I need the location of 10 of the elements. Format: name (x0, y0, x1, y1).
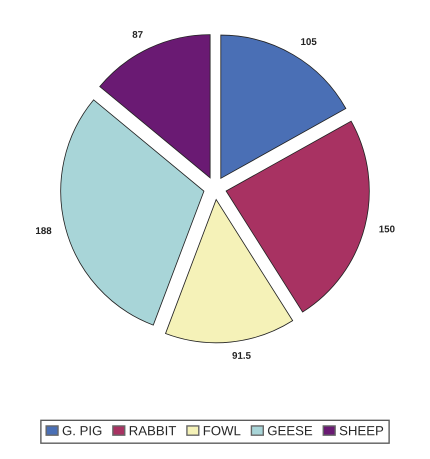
data-label: 87 (132, 31, 143, 38)
legend-label: RABBIT (130, 426, 176, 436)
data-label: 91.5 (232, 352, 251, 359)
legend-label: FOWL (204, 426, 240, 436)
legend-label: SHEEP (340, 426, 384, 436)
data-label: 150 (379, 226, 395, 232)
legend-label: GEESE (268, 426, 312, 436)
legend-label: G. PIG (62, 426, 102, 436)
data-label: 105 (301, 38, 316, 46)
data-label: 188 (36, 227, 52, 234)
